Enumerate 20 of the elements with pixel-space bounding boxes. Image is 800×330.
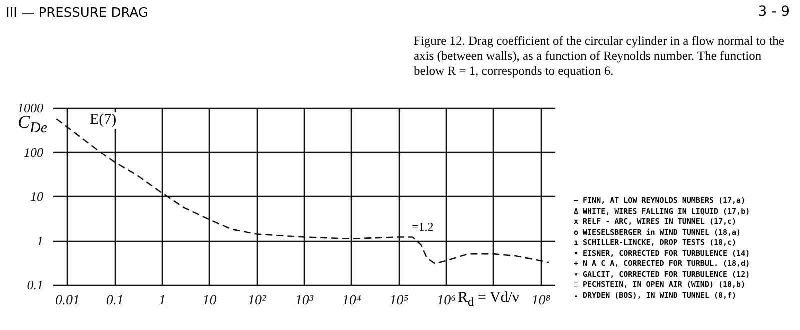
text: 3 - 9 [758,4,790,20]
x-tick-label: 10⁸ [532,294,551,308]
x-axis-title: R$_{d}$ = Vd/ν [458,290,520,310]
y-tick-label: 10 [30,189,44,204]
annotation: E(7) [90,112,117,129]
x-tick-label: 10⁵ [390,294,409,308]
x-tick-label: 10³ [295,294,314,308]
x-tick-label: 0.1 [106,294,124,308]
text: III — PRESSURE DRAG [6,6,149,21]
annotation: =1.2 [412,220,434,235]
x-tick-label: 10² [248,294,268,308]
y-tick-label: 100 [24,144,44,160]
y-tick-label: 1 [37,233,44,248]
x-tick-label: 1 [158,294,166,308]
y-tick-label: 0.1 [27,278,44,292]
x-tick-label: 0.01 [56,294,80,308]
x-tick-label: 10⁴ [342,294,362,308]
x-tick-label: 10 [202,294,217,308]
text: Figure 12. Drag coefficient of the circular cylinder in a flow normal to the axis (between walls), as a function of Reynolds number. The function below R = 1, corresponds to equation 6. [414,34,786,79]
x-tick-label: 10⁶ [437,294,456,308]
